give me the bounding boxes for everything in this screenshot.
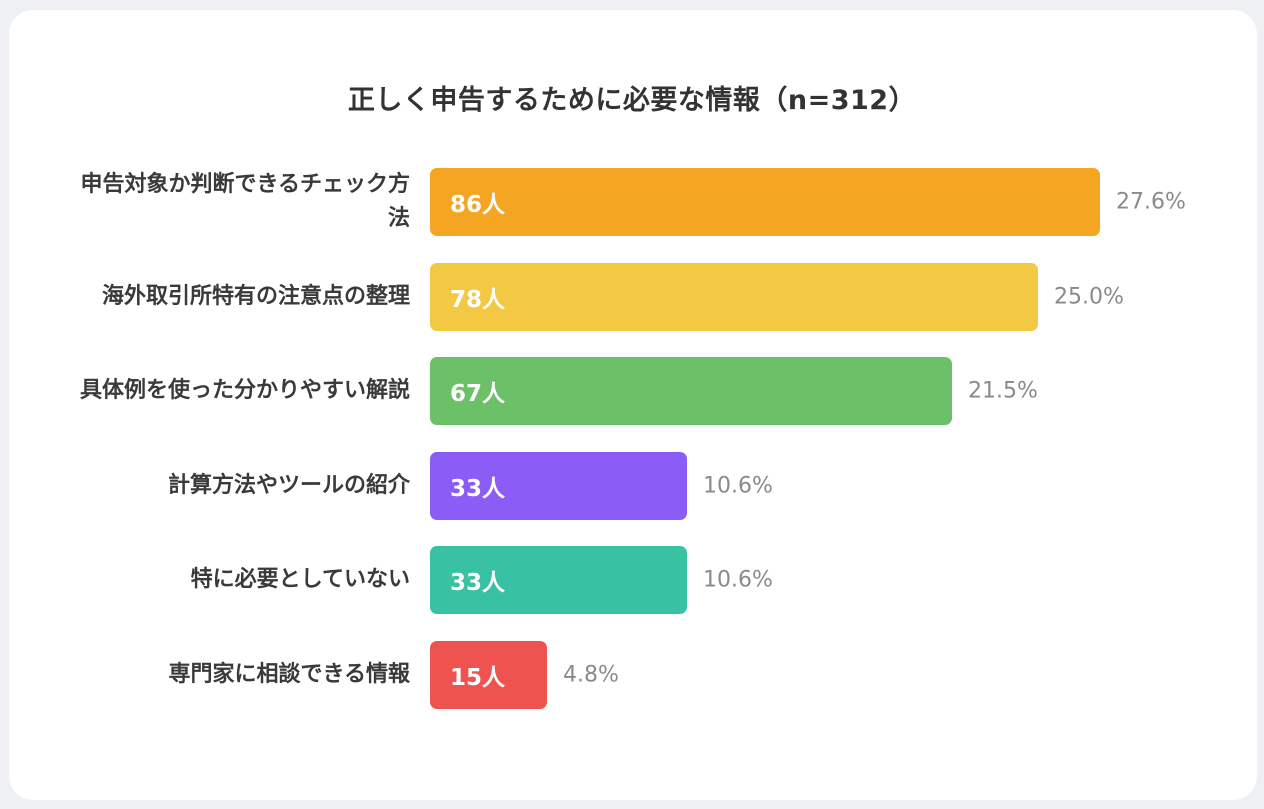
chart-title: 正しく申告するために必要な情報（n=312） [347,85,917,116]
category-label: 申告対象か判断できるチェック方法 [80,172,410,231]
bar-percent-label: 10.6% [703,567,773,593]
bar-percent-label: 25.0% [1054,284,1124,310]
category-label: 特に必要としていない [190,567,410,593]
bar-value-label: 33人 [450,570,506,597]
bar-row: 専門家に相談できる情報 15人 4.8% [0,641,1264,709]
bar: 86人 [430,168,1100,236]
bar-percent-label: 21.5% [968,378,1038,404]
bar-percent-label: 27.6% [1116,189,1186,215]
bar-percent-label: 10.6% [703,473,773,499]
bar-value-label: 78人 [450,286,506,313]
category-label: 専門家に相談できる情報 [168,662,410,687]
bar: 67人 [430,357,952,426]
category-label: 具体例を使った分かりやすい解説 [79,378,410,404]
bar-value-label: 67人 [450,381,506,408]
bar-row: 海外取引所特有の注意点の整理 78人 25.0% [0,262,1264,331]
bar-value-label: 33人 [450,475,506,502]
category-label: 海外取引所特有の注意点の整理 [101,283,410,309]
bar: 33人 [430,451,687,520]
bar-row: 申告対象か判断できるチェック方法 86人 27.6% [0,168,1264,236]
category-label: 計算方法やツールの紹介 [167,472,410,498]
bar-value-label: 15人 [450,665,506,691]
bar-row: 計算方法やツールの紹介 33人 10.6% [0,451,1264,520]
bar: 33人 [430,546,687,615]
bar: 78人 [430,262,1038,331]
bar: 15人 [430,641,547,709]
bar-row: 具体例を使った分かりやすい解説 67人 21.5% [0,357,1264,426]
bar-percent-label: 4.8% [563,662,619,688]
bar-value-label: 86人 [450,192,506,218]
bar-row: 特に必要としていない 33人 10.6% [0,546,1264,615]
